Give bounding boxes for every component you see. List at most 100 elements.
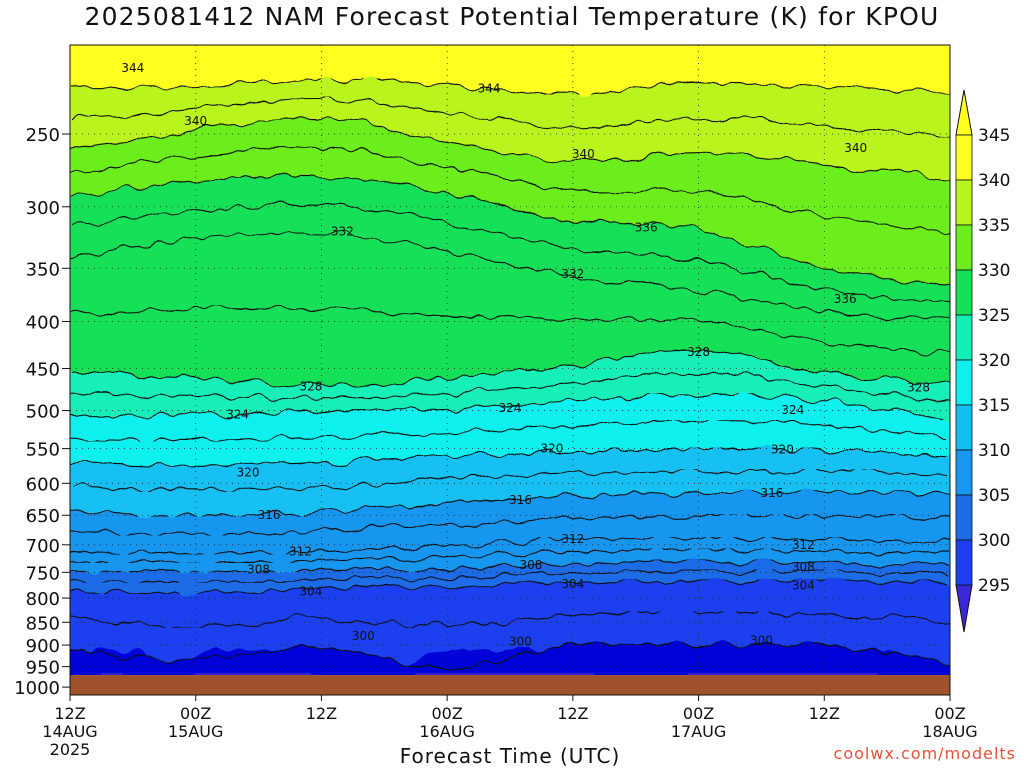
colorbar: 295 300 305 310 315 320 325 330 335 340 345 [955, 89, 1010, 633]
contour-label-31: 300 [352, 629, 375, 643]
colorbar-label-295: 295 [978, 576, 1010, 596]
colorbar-band-295 [955, 539, 973, 586]
y-tick-label-850: 850 [26, 613, 60, 634]
contour-label-3: 340 [184, 114, 207, 128]
contour-338 [70, 146, 950, 233]
contour-308 [70, 559, 950, 572]
contour-label-22: 312 [289, 545, 312, 559]
contour-306 [70, 569, 950, 583]
contour-label-6: 336 [635, 220, 658, 234]
contour-label-9: 332 [561, 267, 584, 281]
contour-344 [70, 78, 950, 95]
ground-surface [70, 675, 950, 695]
x-tick-date-60: 17AUG [671, 722, 726, 741]
x-tick-date-36: 16AUG [419, 722, 474, 741]
contour-label-28: 304 [299, 585, 322, 599]
y-tick-label-500: 500 [26, 402, 60, 423]
contour-316 [70, 490, 950, 516]
y-axis: 2503003504004505005506006507007508008509… [14, 125, 70, 699]
y-tick-label-250: 250 [26, 125, 60, 146]
x-tick-date-0: 14AUG [42, 722, 97, 741]
contour-label-14: 324 [499, 401, 522, 415]
contour-label-8: 332 [331, 224, 354, 238]
x-tick-year-0: 2025 [50, 740, 91, 759]
x-tick-label-12: 00Z [180, 704, 211, 723]
colorbar-label-345: 345 [978, 126, 1010, 146]
colorbar-band-340 [955, 134, 973, 181]
contour-label-16: 320 [237, 466, 260, 480]
x-tick-label-60: 00Z [683, 704, 714, 723]
y-tick-label-550: 550 [26, 440, 60, 461]
contour-label-24: 312 [792, 538, 815, 552]
y-tick-label-300: 300 [26, 198, 60, 219]
colorbar-arrow-bottom [955, 584, 973, 633]
chart-title: 2025081412 NAM Forecast Potential Temper… [84, 2, 940, 31]
contour-label-27: 308 [792, 560, 815, 574]
contour-label-5: 340 [844, 141, 867, 155]
colorbar-label-300: 300 [978, 531, 1010, 551]
x-tick-label-84: 00Z [934, 704, 965, 723]
contour-302 [70, 611, 950, 628]
colorbar-label-335: 335 [978, 216, 1010, 236]
colorbar-band-300 [955, 494, 973, 541]
y-tick-label-1000: 1000 [14, 678, 60, 699]
contour-label-10: 328 [299, 380, 322, 394]
colorbar-label-325: 325 [978, 306, 1010, 326]
contour-label-17: 320 [540, 442, 563, 456]
contour-label-29: 304 [561, 577, 584, 591]
contour-label-4: 340 [572, 147, 595, 161]
y-tick-label-450: 450 [26, 360, 60, 381]
colorbar-arrow-top [955, 89, 973, 136]
x-axis-label: Forecast Time (UTC) [399, 744, 621, 768]
colorbar-band-315 [955, 359, 973, 406]
colorbar-band-320 [955, 314, 973, 361]
colorbar-band-310 [955, 404, 973, 451]
colorbar-band-335 [955, 179, 973, 226]
colorbar-label-340: 340 [978, 171, 1010, 191]
y-tick-label-650: 650 [26, 506, 60, 527]
contour-label-26: 308 [519, 558, 542, 572]
contour-label-21: 316 [760, 486, 783, 500]
colorbar-label-315: 315 [978, 396, 1010, 416]
colorbar-band-330 [955, 224, 973, 271]
contour-label-19: 316 [258, 508, 281, 522]
contour-328 [70, 349, 950, 387]
y-tick-label-950: 950 [26, 658, 60, 679]
colorbar-label-320: 320 [978, 351, 1010, 371]
contour-label-30: 304 [792, 578, 815, 592]
contour-label-23: 312 [561, 532, 584, 546]
x-tick-label-36: 00Z [431, 704, 462, 723]
contour-342 [70, 97, 950, 137]
contour-label-18: 320 [771, 442, 794, 456]
contour-332 [70, 231, 950, 323]
colorbar-band-305 [955, 449, 973, 496]
contour-label-11: 328 [687, 345, 710, 359]
contour-310 [70, 548, 950, 563]
contour-label-25: 308 [247, 563, 270, 577]
colorbar-band-325 [955, 269, 973, 316]
contour-lines [70, 78, 950, 670]
y-tick-label-800: 800 [26, 589, 60, 610]
credit-text: coolwx.com/modelts [833, 744, 1016, 763]
colorbar-label-330: 330 [978, 261, 1010, 281]
x-tick-label-48: 12Z [557, 704, 588, 723]
contour-340 [70, 116, 950, 180]
colorbar-label-305: 305 [978, 486, 1010, 506]
contour-300 [70, 642, 950, 670]
contour-334 [70, 203, 950, 304]
contour-label-7: 336 [834, 292, 857, 306]
contour-labels: 344 344 340 340 340 336 336 332 332 328 328 328 324 3… [121, 61, 930, 648]
contour-label-2: 344 [478, 81, 501, 95]
contour-326 [70, 371, 950, 403]
x-tick-date-84: 18AUG [922, 722, 977, 741]
x-tick-date-12: 15AUG [168, 722, 223, 741]
x-tick-label-0: 12Z [54, 704, 85, 723]
contour-330 [70, 307, 950, 355]
x-tick-label-72: 12Z [809, 704, 840, 723]
y-tick-label-700: 700 [26, 536, 60, 557]
y-tick-label-350: 350 [26, 259, 60, 280]
y-tick-label-750: 750 [26, 563, 60, 584]
contour-label-1: 344 [121, 61, 144, 75]
